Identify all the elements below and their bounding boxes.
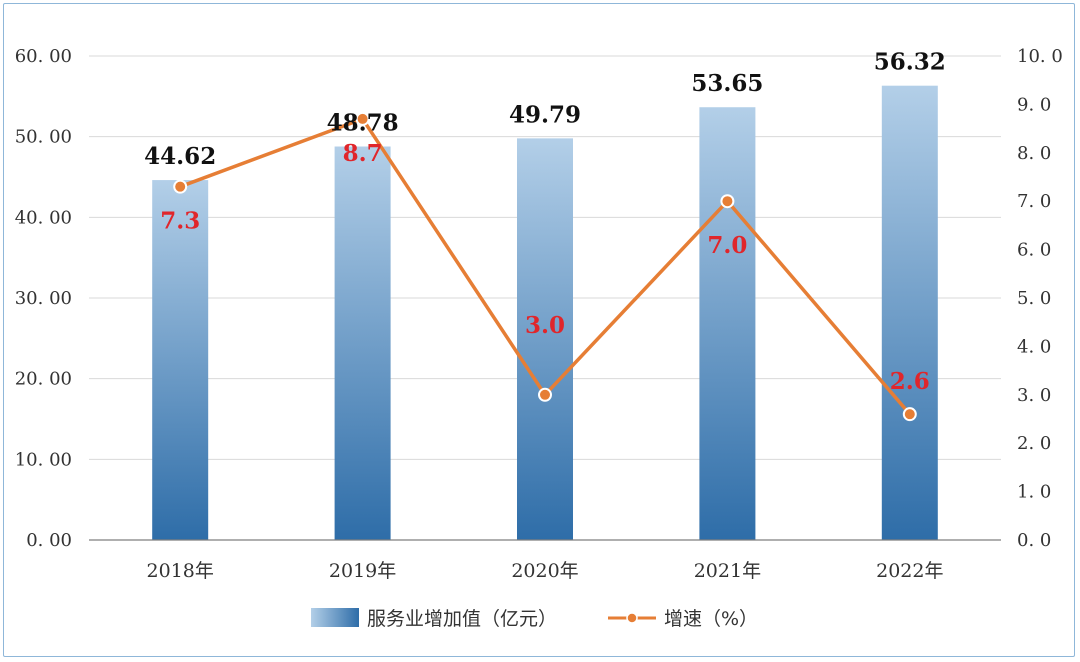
data-labels: 44.62 48.78 49.79 53.65 56.32 7.3 8.7 3.0 7.0 2.6 bbox=[144, 49, 946, 395]
line-point bbox=[173, 179, 188, 194]
left-tick-label: 40. 00 bbox=[15, 207, 72, 228]
line-point bbox=[720, 194, 735, 209]
gridlines bbox=[89, 55, 1001, 460]
right-tick-label: 6. 0 bbox=[1017, 240, 1051, 261]
bar-series bbox=[152, 85, 938, 541]
right-tick-label: 10. 0 bbox=[1017, 46, 1063, 67]
bar-value-label: 48.78 bbox=[327, 110, 399, 137]
right-tick-label: 2. 0 bbox=[1017, 433, 1051, 454]
legend-label-line: 增速（%） bbox=[664, 608, 758, 630]
line-point bbox=[538, 387, 552, 402]
x-tick-label: 2019年 bbox=[329, 560, 396, 582]
right-tick-label: 0. 0 bbox=[1017, 530, 1051, 551]
bar-value-label: 53.65 bbox=[691, 70, 763, 97]
line-series bbox=[173, 111, 917, 422]
left-tick-label: 30. 00 bbox=[15, 288, 72, 309]
x-tick-label: 2021年 bbox=[694, 560, 761, 582]
growth-value-label: 7.0 bbox=[707, 232, 747, 259]
x-axis: 2018年 2019年 2020年 2021年 2022年 bbox=[89, 539, 1001, 582]
right-tick-label: 1. 0 bbox=[1017, 482, 1051, 503]
bar bbox=[152, 180, 209, 540]
right-tick-label: 7. 0 bbox=[1017, 191, 1051, 212]
x-tick-label: 2022年 bbox=[876, 560, 943, 582]
right-tick-label: 8. 0 bbox=[1017, 143, 1051, 164]
right-tick-label: 9. 0 bbox=[1017, 94, 1051, 115]
legend-label-bar: 服务业增加值（亿元） bbox=[367, 608, 557, 630]
line-point bbox=[902, 407, 917, 422]
left-tick-label: 50. 00 bbox=[15, 127, 72, 148]
right-y-axis: 0. 0 1. 0 2. 0 3. 0 4. 0 5. 0 6. 0 7. 0 8. 0 9. 0… bbox=[1017, 46, 1063, 551]
growth-value-label: 2.6 bbox=[890, 368, 930, 395]
left-y-axis: 0. 00 10. 00 20. 00 30. 00 40. 00 50. 00 60. 0… bbox=[15, 46, 72, 551]
bar bbox=[699, 107, 756, 541]
legend: 服务业增加值（亿元） 增速（%） bbox=[311, 608, 758, 630]
bar-value-label: 49.79 bbox=[509, 101, 581, 128]
bar bbox=[334, 146, 391, 540]
right-tick-label: 4. 0 bbox=[1017, 336, 1051, 357]
bar-value-label: 56.32 bbox=[874, 49, 946, 76]
growth-value-label: 7.3 bbox=[160, 208, 200, 235]
line-point bbox=[355, 111, 370, 126]
growth-value-label: 3.0 bbox=[525, 312, 565, 339]
left-tick-label: 10. 00 bbox=[15, 449, 72, 470]
x-tick-label: 2018年 bbox=[147, 560, 214, 582]
bar-value-label: 44.62 bbox=[144, 143, 216, 170]
right-tick-label: 5. 0 bbox=[1017, 288, 1051, 309]
legend-swatch-bar bbox=[311, 608, 359, 627]
growth-value-label: 8.7 bbox=[343, 140, 383, 167]
right-tick-label: 3. 0 bbox=[1017, 385, 1051, 406]
left-tick-label: 0. 00 bbox=[26, 530, 72, 551]
bar bbox=[881, 85, 938, 540]
left-tick-label: 60. 00 bbox=[15, 46, 72, 67]
bar bbox=[517, 138, 573, 541]
left-tick-label: 20. 00 bbox=[15, 369, 72, 390]
x-tick-label: 2020年 bbox=[511, 560, 578, 582]
legend-swatch-marker bbox=[626, 612, 638, 624]
